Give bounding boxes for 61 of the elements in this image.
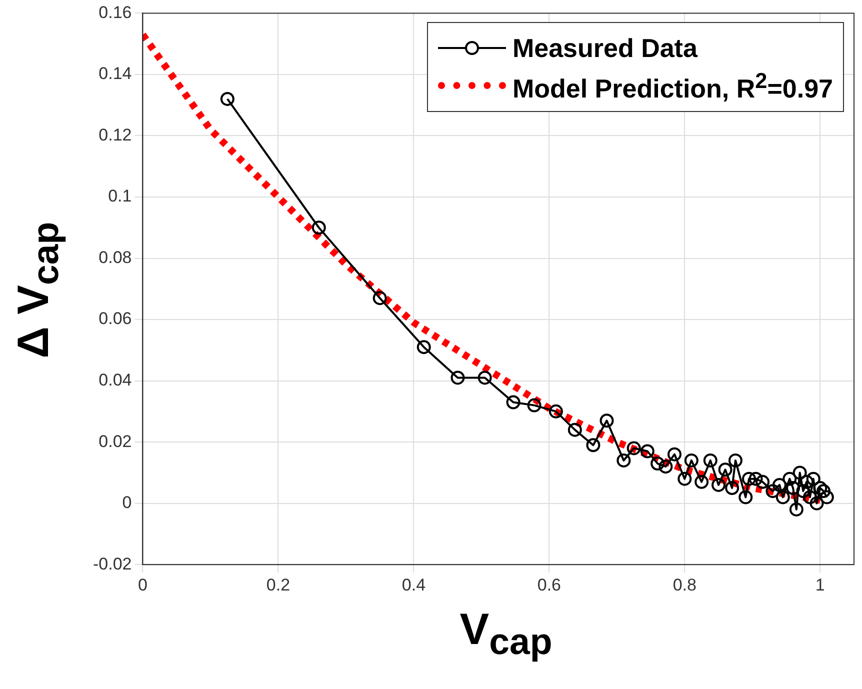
y-tick-label: -0.02	[93, 554, 132, 574]
point	[802, 490, 817, 504]
point	[703, 453, 718, 468]
point	[806, 472, 820, 486]
point	[748, 472, 763, 486]
point	[372, 291, 387, 306]
point	[678, 472, 692, 486]
point	[586, 438, 600, 452]
point	[650, 456, 665, 471]
point	[816, 484, 831, 498]
point	[312, 220, 326, 235]
point	[792, 466, 807, 480]
y-tick-label: 0.04	[98, 370, 132, 390]
y-tick-label: 0.08	[98, 248, 132, 267]
point	[568, 422, 582, 437]
point	[725, 481, 740, 496]
point	[684, 453, 698, 468]
point	[694, 474, 709, 489]
legend-label: Model Prediction, R$^{2}$=0.97	[512, 68, 833, 104]
point	[712, 478, 726, 492]
point	[728, 453, 742, 468]
y-tick-label: 0	[122, 493, 132, 512]
point	[478, 370, 492, 385]
point	[658, 460, 673, 474]
y-tick-label: 0.1	[108, 186, 132, 206]
point	[548, 404, 563, 418]
point	[810, 496, 824, 510]
point	[718, 462, 732, 477]
x-tick-label: 0.8	[672, 575, 696, 594]
x-tick-label: 0.6	[537, 575, 561, 594]
point	[600, 414, 614, 428]
point	[416, 340, 431, 354]
point	[742, 472, 756, 486]
legend-label: Measured Data	[512, 32, 698, 64]
y-tick-label: 0.12	[98, 125, 132, 144]
point	[220, 92, 234, 106]
point	[782, 472, 797, 486]
y-tick-label: 0.16	[98, 2, 132, 22]
point	[667, 447, 682, 462]
point	[820, 490, 834, 504]
x-tick-label: 0.4	[402, 575, 426, 594]
point	[756, 474, 770, 489]
x-axis-title: V$_{cap}$	[458, 605, 554, 663]
point	[450, 370, 465, 385]
point	[527, 398, 542, 412]
point	[738, 490, 753, 504]
y-tick-label: 0.02	[98, 432, 132, 451]
point	[616, 453, 631, 468]
point	[626, 441, 641, 456]
point	[789, 502, 804, 516]
x-tick-label: 0.2	[266, 575, 290, 594]
point	[640, 444, 654, 458]
point	[772, 478, 786, 492]
y-tick-label: 0.06	[98, 309, 132, 328]
x-tick-label: 1	[815, 575, 825, 594]
point	[776, 490, 790, 504]
point	[766, 484, 780, 498]
x-tick-label: 0	[138, 575, 148, 594]
point	[786, 481, 800, 496]
point	[506, 395, 520, 410]
y-tick-label: 0.14	[98, 64, 132, 84]
